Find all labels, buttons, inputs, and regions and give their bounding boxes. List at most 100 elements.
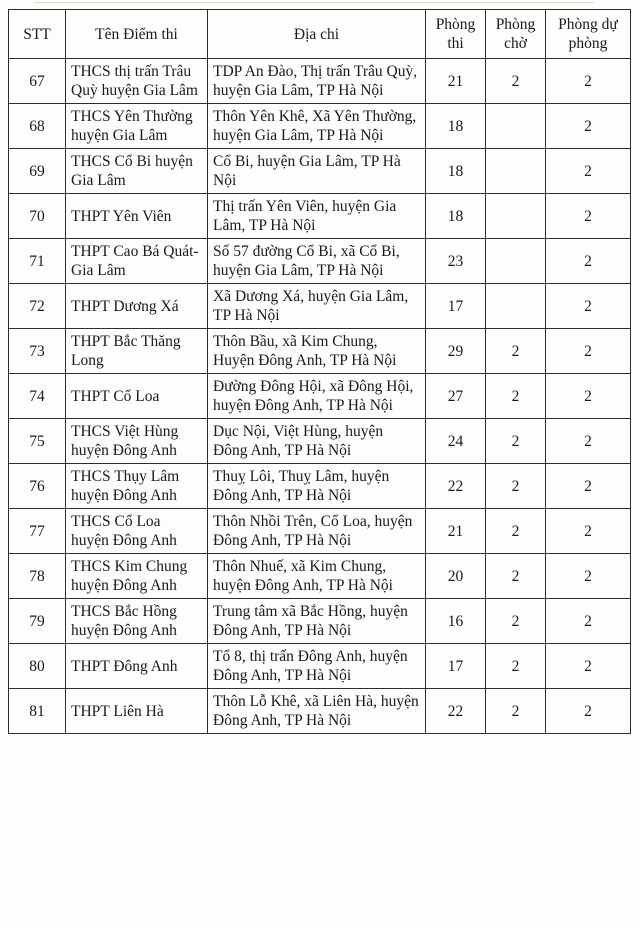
- phong-cho-cell: [485, 193, 546, 239]
- phong-thi-cell: 23: [425, 238, 486, 284]
- phong-thi-cell: 17: [425, 643, 486, 689]
- address-cell: TDP An Đào, Thị trấn Trâu Quỳ, huyện Gia…: [207, 58, 426, 104]
- phong-cho-cell: 2: [485, 688, 546, 734]
- site-name-cell: THCS Cổ Loa huyện Đông Anh: [65, 508, 208, 554]
- phong-cho-cell: [485, 103, 546, 149]
- site-name-cell: THCS Cổ Bi huyện Gia Lâm: [65, 148, 208, 194]
- phong-du-phong-cell: 2: [545, 553, 631, 599]
- header-phong-du-phong: Phòng dự phòng: [545, 9, 631, 59]
- phong-du-phong-cell: 2: [545, 103, 631, 149]
- stt-cell: 67: [8, 58, 66, 104]
- stt-cell: 71: [8, 238, 66, 284]
- header-row: STT Tên Điểm thi Địa chi Phòng thi Phòng…: [8, 9, 631, 59]
- phong-du-phong-cell: 2: [545, 328, 631, 374]
- table-row: 68 THCS Yên Thường huyện Gia Lâm Thôn Yê…: [8, 103, 631, 149]
- site-name-cell: THPT Yên Viên: [65, 193, 208, 239]
- phong-thi-cell: 27: [425, 373, 486, 419]
- table-row: 78 THCS Kim Chung huyện Đông Anh Thôn Nh…: [8, 553, 631, 599]
- address-cell: Thôn Nhuế, xã Kim Chung, huyện Đông Anh,…: [207, 553, 426, 599]
- phong-du-phong-cell: 2: [545, 148, 631, 194]
- site-name-cell: THPT Cổ Loa: [65, 373, 208, 419]
- phong-du-phong-cell: 2: [545, 643, 631, 689]
- header-phong-thi: Phòng thi: [425, 9, 486, 59]
- phong-cho-cell: [485, 238, 546, 284]
- phong-cho-cell: 2: [485, 463, 546, 509]
- address-cell: Thôn Bầu, xã Kim Chung, Huyện Đông Anh, …: [207, 328, 426, 374]
- phong-cho-cell: 2: [485, 643, 546, 689]
- table-row: 72 THPT Dương Xá Xã Dương Xá, huyện Gia …: [8, 283, 631, 329]
- address-cell: Thị trấn Yên Viên, huyện Gia Lâm, TP Hà …: [207, 193, 426, 239]
- site-name-cell: THCS Bắc Hồng huyện Đông Anh: [65, 598, 208, 644]
- address-cell: Cổ Bi, huyện Gia Lâm, TP Hà Nội: [207, 148, 426, 194]
- phong-du-phong-cell: 2: [545, 238, 631, 284]
- stt-cell: 70: [8, 193, 66, 239]
- stt-cell: 74: [8, 373, 66, 419]
- site-name-cell: THCS Thụy Lâm huyện Đông Anh: [65, 463, 208, 509]
- stt-cell: 73: [8, 328, 66, 374]
- stt-cell: 76: [8, 463, 66, 509]
- address-cell: Trung tâm xã Bắc Hồng, huyện Đông Anh, T…: [207, 598, 426, 644]
- phong-thi-cell: 18: [425, 193, 486, 239]
- table-row: 74 THPT Cổ Loa Đường Đông Hội, xã Đông H…: [8, 373, 631, 419]
- stt-cell: 69: [8, 148, 66, 194]
- phong-thi-cell: 20: [425, 553, 486, 599]
- site-name-cell: THCS thị trấn Trâu Quỳ huyện Gia Lâm: [65, 58, 208, 104]
- stt-cell: 81: [8, 688, 66, 734]
- site-name-cell: THCS Yên Thường huyện Gia Lâm: [65, 103, 208, 149]
- site-name-cell: THPT Liên Hà: [65, 688, 208, 734]
- phong-du-phong-cell: 2: [545, 418, 631, 464]
- phong-cho-cell: 2: [485, 58, 546, 104]
- table-row: 81 THPT Liên Hà Thôn Lỗ Khê, xã Liên Hà,…: [8, 688, 631, 734]
- phong-cho-cell: 2: [485, 418, 546, 464]
- phong-cho-cell: 2: [485, 553, 546, 599]
- phong-thi-cell: 29: [425, 328, 486, 374]
- phong-cho-cell: 2: [485, 373, 546, 419]
- phong-du-phong-cell: 2: [545, 463, 631, 509]
- header-stt: STT: [8, 9, 66, 59]
- site-name-cell: THCS Việt Hùng huyện Đông Anh: [65, 418, 208, 464]
- address-cell: Thuỵ Lôi, Thuỵ Lâm, huyện Đông Anh, TP H…: [207, 463, 426, 509]
- phong-du-phong-cell: 2: [545, 508, 631, 554]
- address-cell: Thôn Nhồi Trên, Cổ Loa, huyện Đông Anh, …: [207, 508, 426, 554]
- phong-thi-cell: 22: [425, 688, 486, 734]
- phong-cho-cell: 2: [485, 328, 546, 374]
- phong-cho-cell: [485, 148, 546, 194]
- site-name-cell: THPT Bắc Thăng Long: [65, 328, 208, 374]
- phong-du-phong-cell: 2: [545, 193, 631, 239]
- exam-sites-table: STT Tên Điểm thi Địa chi Phòng thi Phòng…: [8, 9, 631, 734]
- table-row: 73 THPT Bắc Thăng Long Thôn Bầu, xã Kim …: [8, 328, 631, 374]
- phong-du-phong-cell: 2: [545, 58, 631, 104]
- header-ten-diem-thi: Tên Điểm thi: [65, 9, 208, 59]
- phong-thi-cell: 24: [425, 418, 486, 464]
- stt-cell: 77: [8, 508, 66, 554]
- stt-cell: 75: [8, 418, 66, 464]
- phong-du-phong-cell: 2: [545, 283, 631, 329]
- table-body: 67 THCS thị trấn Trâu Quỳ huyện Gia Lâm …: [8, 58, 631, 734]
- stt-cell: 68: [8, 103, 66, 149]
- phong-thi-cell: 22: [425, 463, 486, 509]
- table-row: 76 THCS Thụy Lâm huyện Đông Anh Thuỵ Lôi…: [8, 463, 631, 509]
- header-phong-cho: Phòng chờ: [485, 9, 546, 59]
- table-row: 67 THCS thị trấn Trâu Quỳ huyện Gia Lâm …: [8, 58, 631, 104]
- phong-cho-cell: 2: [485, 508, 546, 554]
- address-cell: Thôn Lỗ Khê, xã Liên Hà, huyện Đông Anh,…: [207, 688, 426, 734]
- table-row: 77 THCS Cổ Loa huyện Đông Anh Thôn Nhồi …: [8, 508, 631, 554]
- phong-cho-cell: 2: [485, 598, 546, 644]
- address-cell: Tổ 8, thị trấn Đông Anh, huyện Đông Anh,…: [207, 643, 426, 689]
- stt-cell: 78: [8, 553, 66, 599]
- phong-du-phong-cell: 2: [545, 688, 631, 734]
- stt-cell: 72: [8, 283, 66, 329]
- table-header: STT Tên Điểm thi Địa chi Phòng thi Phòng…: [8, 9, 631, 59]
- table-row: 80 THPT Đông Anh Tổ 8, thị trấn Đông Anh…: [8, 643, 631, 689]
- address-cell: Số 57 đường Cổ Bi, xã Cổ Bi, huyện Gia L…: [207, 238, 426, 284]
- phong-thi-cell: 18: [425, 103, 486, 149]
- table-row: 75 THCS Việt Hùng huyện Đông Anh Dục Nội…: [8, 418, 631, 464]
- address-cell: Thôn Yên Khê, Xã Yên Thường, huyện Gia L…: [207, 103, 426, 149]
- phong-thi-cell: 21: [425, 58, 486, 104]
- scan-artifact-line: [34, 2, 594, 3]
- stt-cell: 80: [8, 643, 66, 689]
- header-dia-chi: Địa chi: [207, 9, 426, 59]
- phong-du-phong-cell: 2: [545, 598, 631, 644]
- table-row: 70 THPT Yên Viên Thị trấn Yên Viên, huyệ…: [8, 193, 631, 239]
